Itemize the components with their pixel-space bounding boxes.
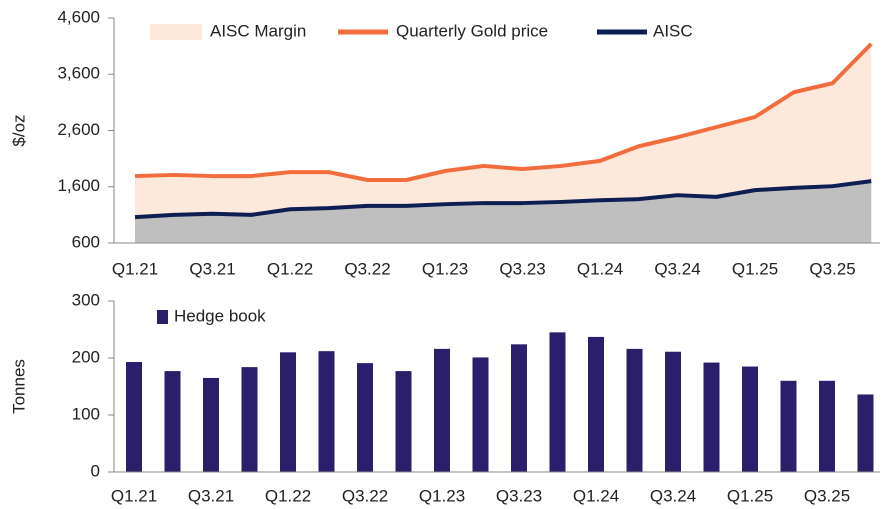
x-tick-label: Q1.23	[419, 486, 465, 505]
bar	[626, 348, 643, 472]
bar	[588, 336, 604, 472]
bar	[203, 377, 219, 472]
bar	[395, 371, 412, 472]
legend-swatch	[150, 24, 202, 40]
bar	[780, 380, 797, 472]
x-tick-label: Q1.22	[265, 486, 311, 505]
legend-label: Quarterly Gold price	[396, 21, 548, 40]
legend-swatch	[157, 310, 168, 324]
x-tick-label: Q1.23	[422, 259, 468, 278]
legend-label: AISC Margin	[210, 21, 306, 40]
bar	[549, 332, 566, 472]
y-tick-label: 0	[91, 461, 100, 480]
line	[134, 42, 873, 182]
bar	[126, 361, 142, 472]
x-tick-label: Q3.21	[188, 486, 234, 505]
legend-label: Hedge book	[174, 306, 266, 325]
x-tick-label: Q1.24	[573, 486, 619, 505]
x-tick-label: Q1.25	[732, 259, 778, 278]
y-tick-label: 1,600	[57, 176, 100, 195]
bar	[665, 351, 681, 472]
x-tick-label: Q3.22	[344, 259, 390, 278]
bar	[857, 394, 874, 472]
x-tick-label: Q3.23	[496, 486, 542, 505]
y-axis-label: $/oz	[9, 114, 28, 146]
y-tick-label: 100	[72, 404, 100, 423]
x-tick-label: Q1.24	[577, 259, 623, 278]
x-tick-label: Q3.24	[654, 259, 700, 278]
y-tick-label: 4,600	[57, 7, 100, 26]
y-tick-label: 200	[72, 347, 100, 366]
y-tick-label: 300	[72, 290, 100, 309]
bar	[357, 363, 373, 472]
y-tick-label: 3,600	[57, 64, 100, 83]
x-tick-label: Q1.21	[111, 486, 157, 505]
bar	[280, 352, 296, 472]
x-tick-label: Q3.23	[499, 259, 545, 278]
bar	[472, 357, 489, 472]
bar	[318, 351, 335, 472]
x-tick-label: Q3.24	[650, 486, 696, 505]
bar	[742, 366, 758, 472]
x-tick-label: Q3.21	[189, 259, 235, 278]
legend-label: AISC	[653, 21, 693, 40]
bar	[511, 344, 527, 472]
bar	[241, 367, 258, 472]
bar	[703, 362, 720, 472]
y-tick-label: 2,600	[57, 120, 100, 139]
bar	[164, 371, 181, 472]
y-tick-label: 600	[72, 232, 100, 251]
x-tick-label: Q1.22	[267, 259, 313, 278]
line	[134, 179, 872, 220]
x-tick-label: Q3.25	[809, 259, 855, 278]
y-axis-label: Tonnes	[9, 359, 28, 414]
x-tick-label: Q1.25	[727, 486, 773, 505]
x-tick-label: Q3.25	[804, 486, 850, 505]
x-tick-label: Q1.21	[112, 259, 158, 278]
bar	[819, 380, 835, 472]
x-tick-label: Q3.22	[342, 486, 388, 505]
bar	[434, 348, 450, 472]
